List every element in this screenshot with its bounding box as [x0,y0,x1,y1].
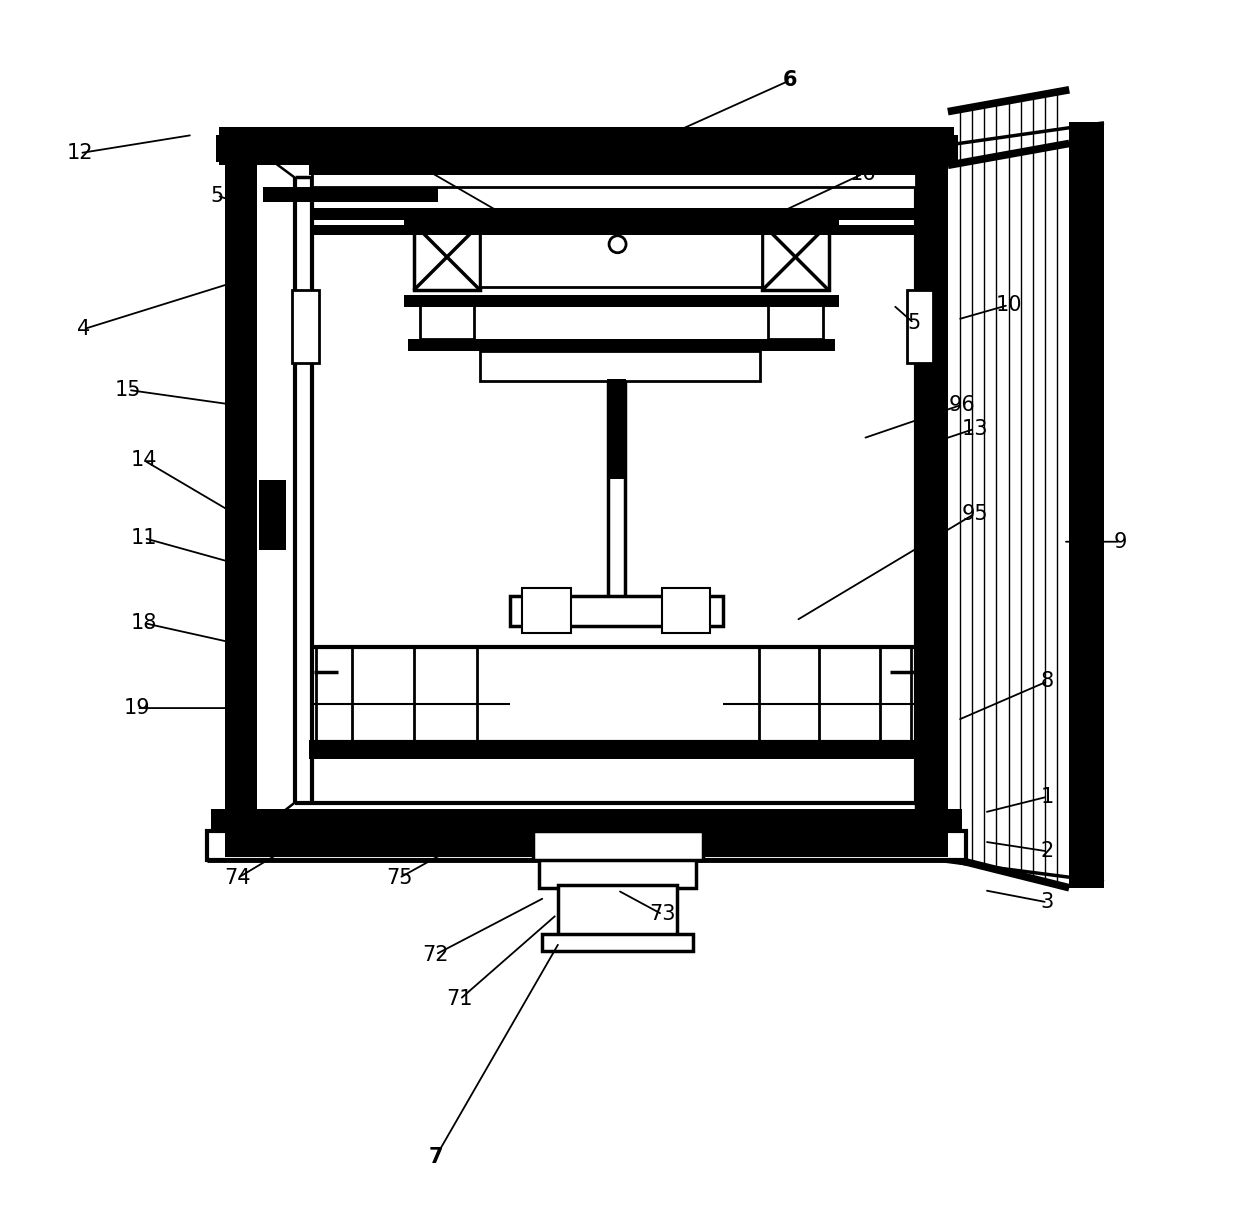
Text: 10: 10 [996,295,1022,315]
Text: 11: 11 [130,528,157,548]
Bar [538,857,697,887]
Polygon shape [464,828,476,852]
Bar [207,831,966,860]
Text: 13: 13 [961,419,988,439]
Polygon shape [357,828,370,852]
Text: 6: 6 [782,71,797,90]
Bar [311,173,916,187]
Polygon shape [476,828,487,852]
Text: 5: 5 [211,186,223,206]
Polygon shape [404,828,417,852]
Bar [226,832,947,858]
Bar [532,831,703,860]
Bar [309,740,919,759]
Text: 7: 7 [428,1148,443,1167]
Bar [404,296,838,308]
Polygon shape [440,828,453,852]
Text: 16: 16 [849,164,877,184]
Polygon shape [346,828,357,852]
Text: 1: 1 [1040,786,1054,807]
Bar [542,933,693,950]
Polygon shape [299,828,310,852]
Bar [763,224,828,291]
Bar [309,161,919,175]
Text: 75: 75 [386,868,412,888]
Polygon shape [322,828,334,852]
Text: 2: 2 [1040,841,1054,862]
Polygon shape [275,828,286,852]
Bar [1069,122,1104,887]
Bar [480,350,760,381]
Bar [662,589,711,633]
Text: 5: 5 [908,313,920,333]
Bar [510,596,723,626]
Polygon shape [500,828,511,852]
Bar [480,228,763,287]
Polygon shape [334,828,346,852]
Polygon shape [310,828,322,852]
Polygon shape [381,828,393,852]
Polygon shape [487,828,500,852]
Text: 14: 14 [130,450,157,470]
Text: 73: 73 [650,904,676,925]
Bar [211,809,962,834]
Polygon shape [263,828,275,852]
Text: 74: 74 [224,868,250,888]
Polygon shape [286,828,299,852]
Text: 3: 3 [1040,892,1054,913]
Text: 12: 12 [67,144,93,163]
Text: 9: 9 [1114,532,1127,551]
Polygon shape [370,828,381,852]
Text: 96: 96 [949,394,976,415]
Bar [219,128,954,166]
Bar [311,208,916,220]
Bar [263,187,438,202]
Bar [558,885,677,936]
Bar [408,340,835,350]
Text: 72: 72 [422,944,449,965]
Text: 17: 17 [373,138,401,157]
Text: 4: 4 [77,319,91,340]
Bar [414,224,480,291]
Text: 15: 15 [115,380,141,400]
Polygon shape [511,828,523,852]
Bar [293,291,319,363]
Bar [259,479,286,550]
Polygon shape [417,828,428,852]
Text: 18: 18 [131,613,157,633]
Text: 19: 19 [124,699,150,718]
Text: 95: 95 [961,504,988,523]
Polygon shape [393,828,404,852]
Bar [606,378,626,478]
Bar [226,150,257,858]
Text: 8: 8 [1040,672,1054,691]
Bar [916,150,947,858]
Polygon shape [453,828,464,852]
Bar [311,225,916,235]
Bar [906,291,934,363]
Bar [404,220,838,232]
Bar [216,135,957,162]
Bar [419,305,474,340]
Polygon shape [428,828,440,852]
Bar [522,589,570,633]
Bar [768,305,823,340]
Text: 71: 71 [446,989,472,1009]
